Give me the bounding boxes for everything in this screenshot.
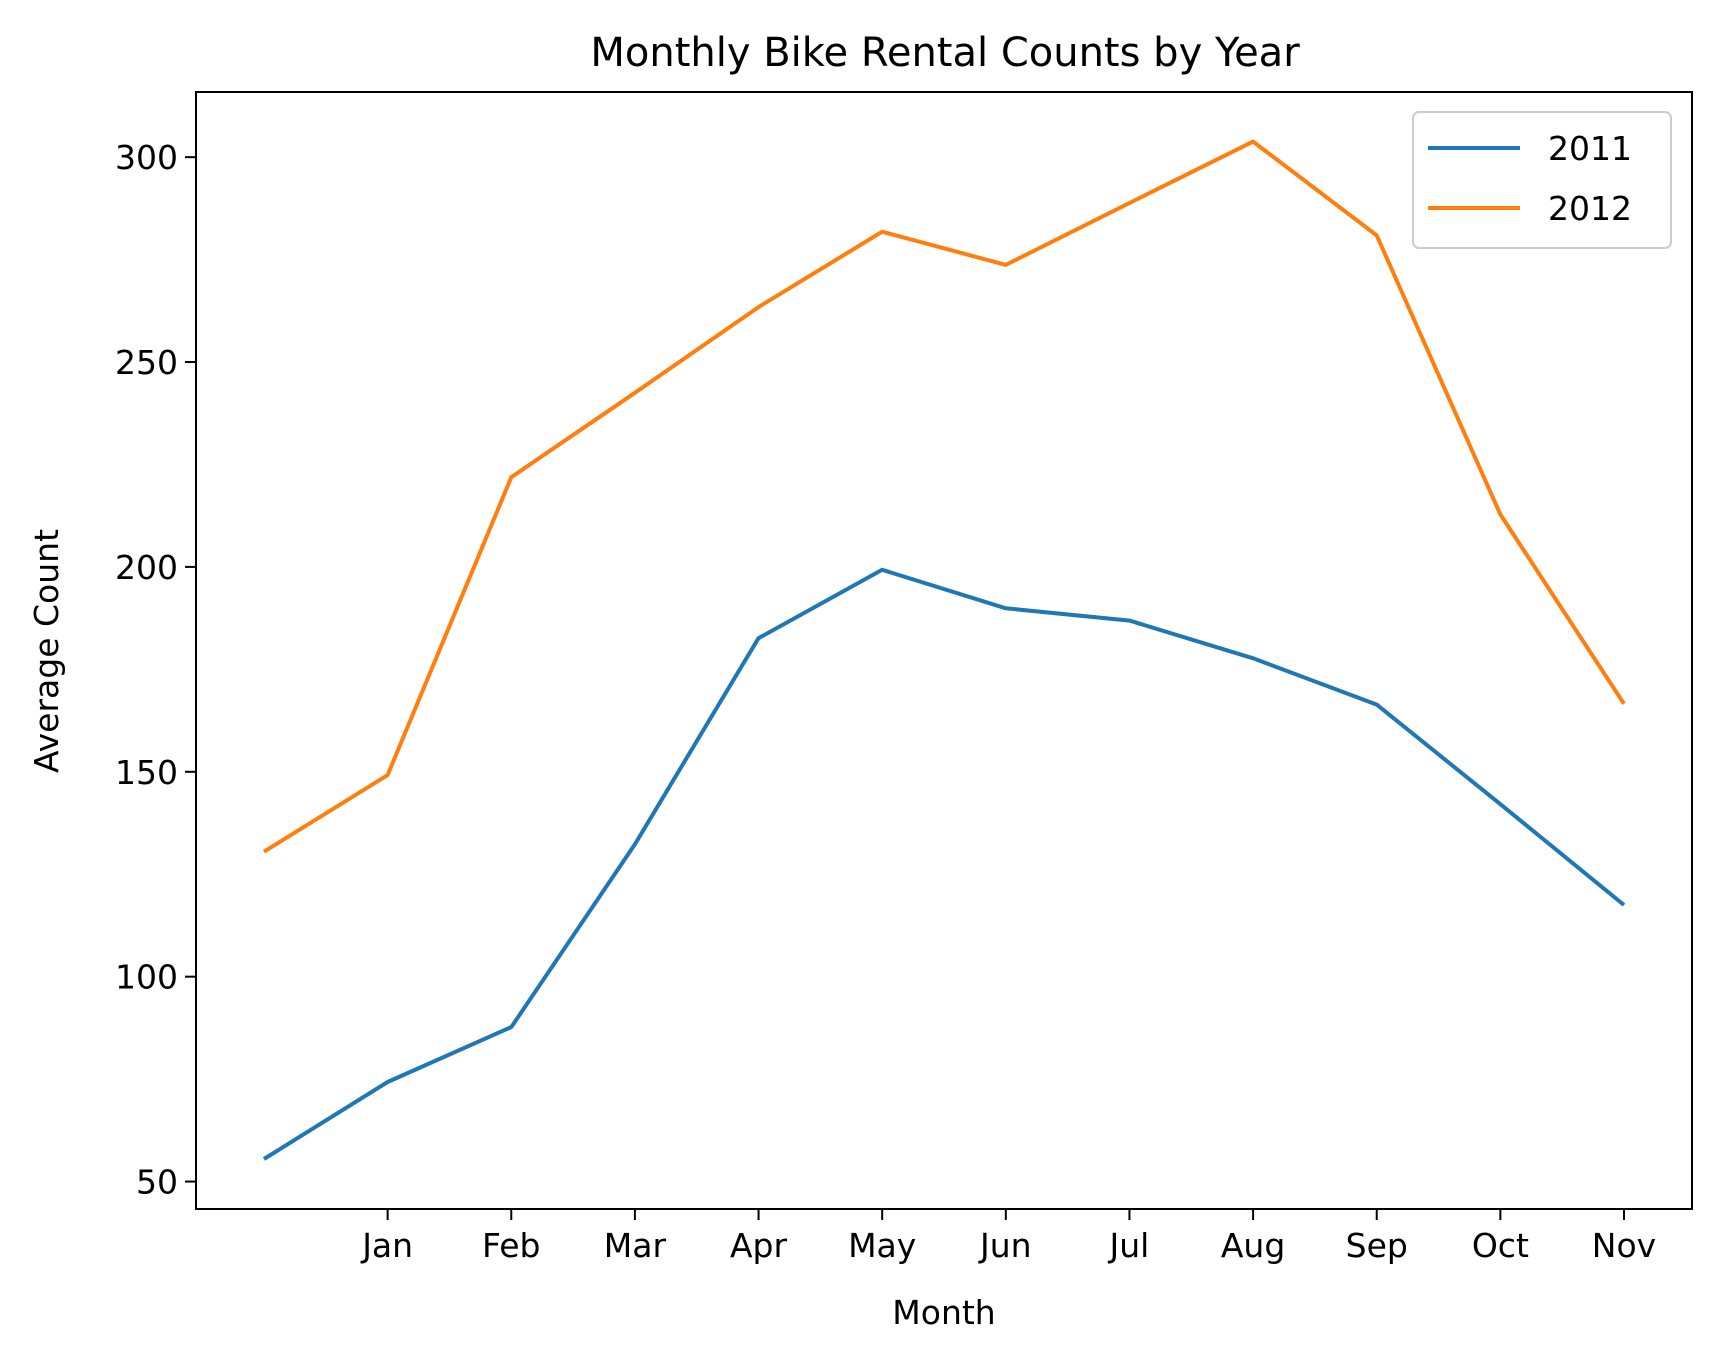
y-tick-label-200: 200 (115, 548, 178, 587)
x-tick-label-mar: Mar (604, 1226, 667, 1265)
legend-entry-2011: 2011 (1548, 129, 1632, 168)
series-line-2012 (262, 139, 1626, 854)
x-tick-label-aug: Aug (1221, 1226, 1285, 1265)
x-tick-label-apr: Apr (730, 1226, 788, 1265)
y-tick-label-250: 250 (115, 343, 178, 382)
y-tick-label-50: 50 (136, 1163, 178, 1202)
y-axis-ticks: 50 100 150 200 250 300 (115, 138, 196, 1202)
x-tick-label-jul: Jul (1108, 1226, 1150, 1265)
legend-box (1412, 111, 1672, 249)
legend-entry-2012: 2012 (1548, 189, 1632, 228)
y-tick-label-100: 100 (115, 958, 178, 997)
series-line-2011 (262, 567, 1626, 1161)
legend: 2011 2012 (1412, 111, 1672, 249)
x-axis-label: Month (892, 1293, 995, 1332)
x-tick-label-may: May (848, 1226, 916, 1265)
y-axis-label: Average Count (27, 529, 66, 773)
x-tick-label-sep: Sep (1346, 1226, 1408, 1265)
y-tick-label-300: 300 (115, 138, 178, 177)
x-tick-label-feb: Feb (482, 1226, 540, 1265)
x-tick-label-jan: Jan (360, 1226, 413, 1265)
x-axis-ticks: Jan Feb Mar Apr May Jun Jul Aug Sep Oct Nov (360, 1209, 1656, 1265)
y-tick-label-150: 150 (115, 753, 178, 792)
plot-area-frame (195, 91, 1693, 1210)
chart-title: Monthly Bike Rental Counts by Year (590, 30, 1300, 76)
x-tick-label-jun: Jun (978, 1226, 1032, 1265)
x-tick-label-oct: Oct (1472, 1226, 1529, 1265)
x-tick-label-nov: Nov (1592, 1226, 1656, 1265)
series-layer (262, 139, 1626, 1161)
